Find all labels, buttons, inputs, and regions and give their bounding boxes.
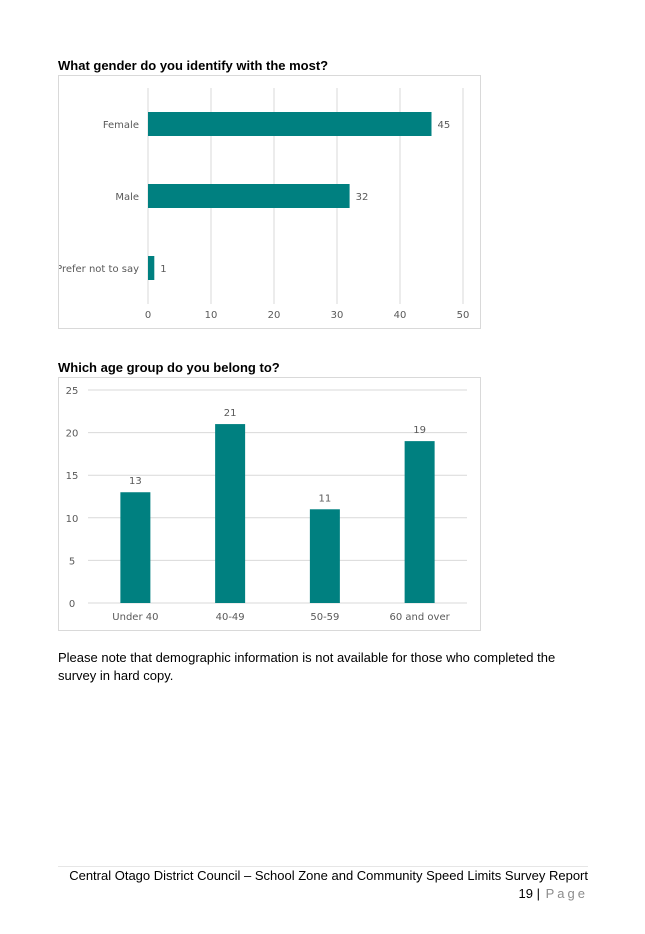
y-tick-label: 20 xyxy=(66,429,79,440)
age-chart-frame: 0 5 10 15 20 25 13 Under 40 21 40-49 11 50-59 19 60 a… xyxy=(58,377,481,631)
y-tick-label: 0 xyxy=(69,599,75,610)
bar-male xyxy=(148,184,350,208)
data-label: 13 xyxy=(129,476,142,487)
x-tick-label: 40 xyxy=(394,310,407,321)
data-label: 1 xyxy=(160,264,166,275)
footer-report-title: Central Otago District Council – School … xyxy=(69,868,588,883)
x-tick-label: 30 xyxy=(331,310,344,321)
category-label: Prefer not to say xyxy=(59,264,139,275)
y-tick-label: 10 xyxy=(66,514,79,525)
footer-divider xyxy=(58,866,588,867)
x-tick-label: 50 xyxy=(457,310,470,321)
y-tick-label: 5 xyxy=(69,556,75,567)
bar-prefer-not-to-say xyxy=(148,256,155,280)
page-word: Page xyxy=(545,886,588,901)
gender-chart-heading: What gender do you identify with the mos… xyxy=(58,58,329,73)
bar-50-59 xyxy=(309,509,340,603)
category-label: Female xyxy=(103,120,139,131)
bar-60-and-over xyxy=(404,441,435,603)
x-tick-label: 10 xyxy=(205,310,218,321)
y-tick-label: 15 xyxy=(66,471,79,482)
data-label: 45 xyxy=(438,120,451,131)
category-label: 60 and over xyxy=(390,612,451,623)
demographic-note: Please note that demographic information… xyxy=(58,650,556,683)
y-tick-label: 25 xyxy=(66,386,79,397)
x-tick-label: 20 xyxy=(268,310,281,321)
age-chart-heading: Which age group do you belong to? xyxy=(58,360,280,375)
bar-female xyxy=(148,112,432,136)
data-label: 11 xyxy=(319,493,332,504)
gender-chart-frame: 0 10 20 30 40 50 Female 45 Male 32 Prefer not to s… xyxy=(56,75,481,329)
page-number: 19 xyxy=(518,886,533,901)
gender-chart: 0 10 20 30 40 50 Female 45 Male 32 Prefer not to s… xyxy=(56,88,470,321)
age-chart: 0 5 10 15 20 25 13 Under 40 21 40-49 11 50-59 19 60 a… xyxy=(66,386,467,623)
footer-page-number: 19 | Page xyxy=(58,886,588,901)
category-label: 50-59 xyxy=(310,612,339,623)
data-label: 19 xyxy=(413,425,426,436)
data-label: 32 xyxy=(356,192,369,203)
bar-under-40 xyxy=(120,492,151,603)
category-label: Under 40 xyxy=(112,612,158,623)
page-separator: | xyxy=(536,886,540,901)
category-label: Male xyxy=(115,192,139,203)
data-label: 21 xyxy=(224,408,237,419)
category-label: 40-49 xyxy=(216,612,245,623)
bar-40-49 xyxy=(215,424,246,603)
x-tick-label: 0 xyxy=(145,310,151,321)
